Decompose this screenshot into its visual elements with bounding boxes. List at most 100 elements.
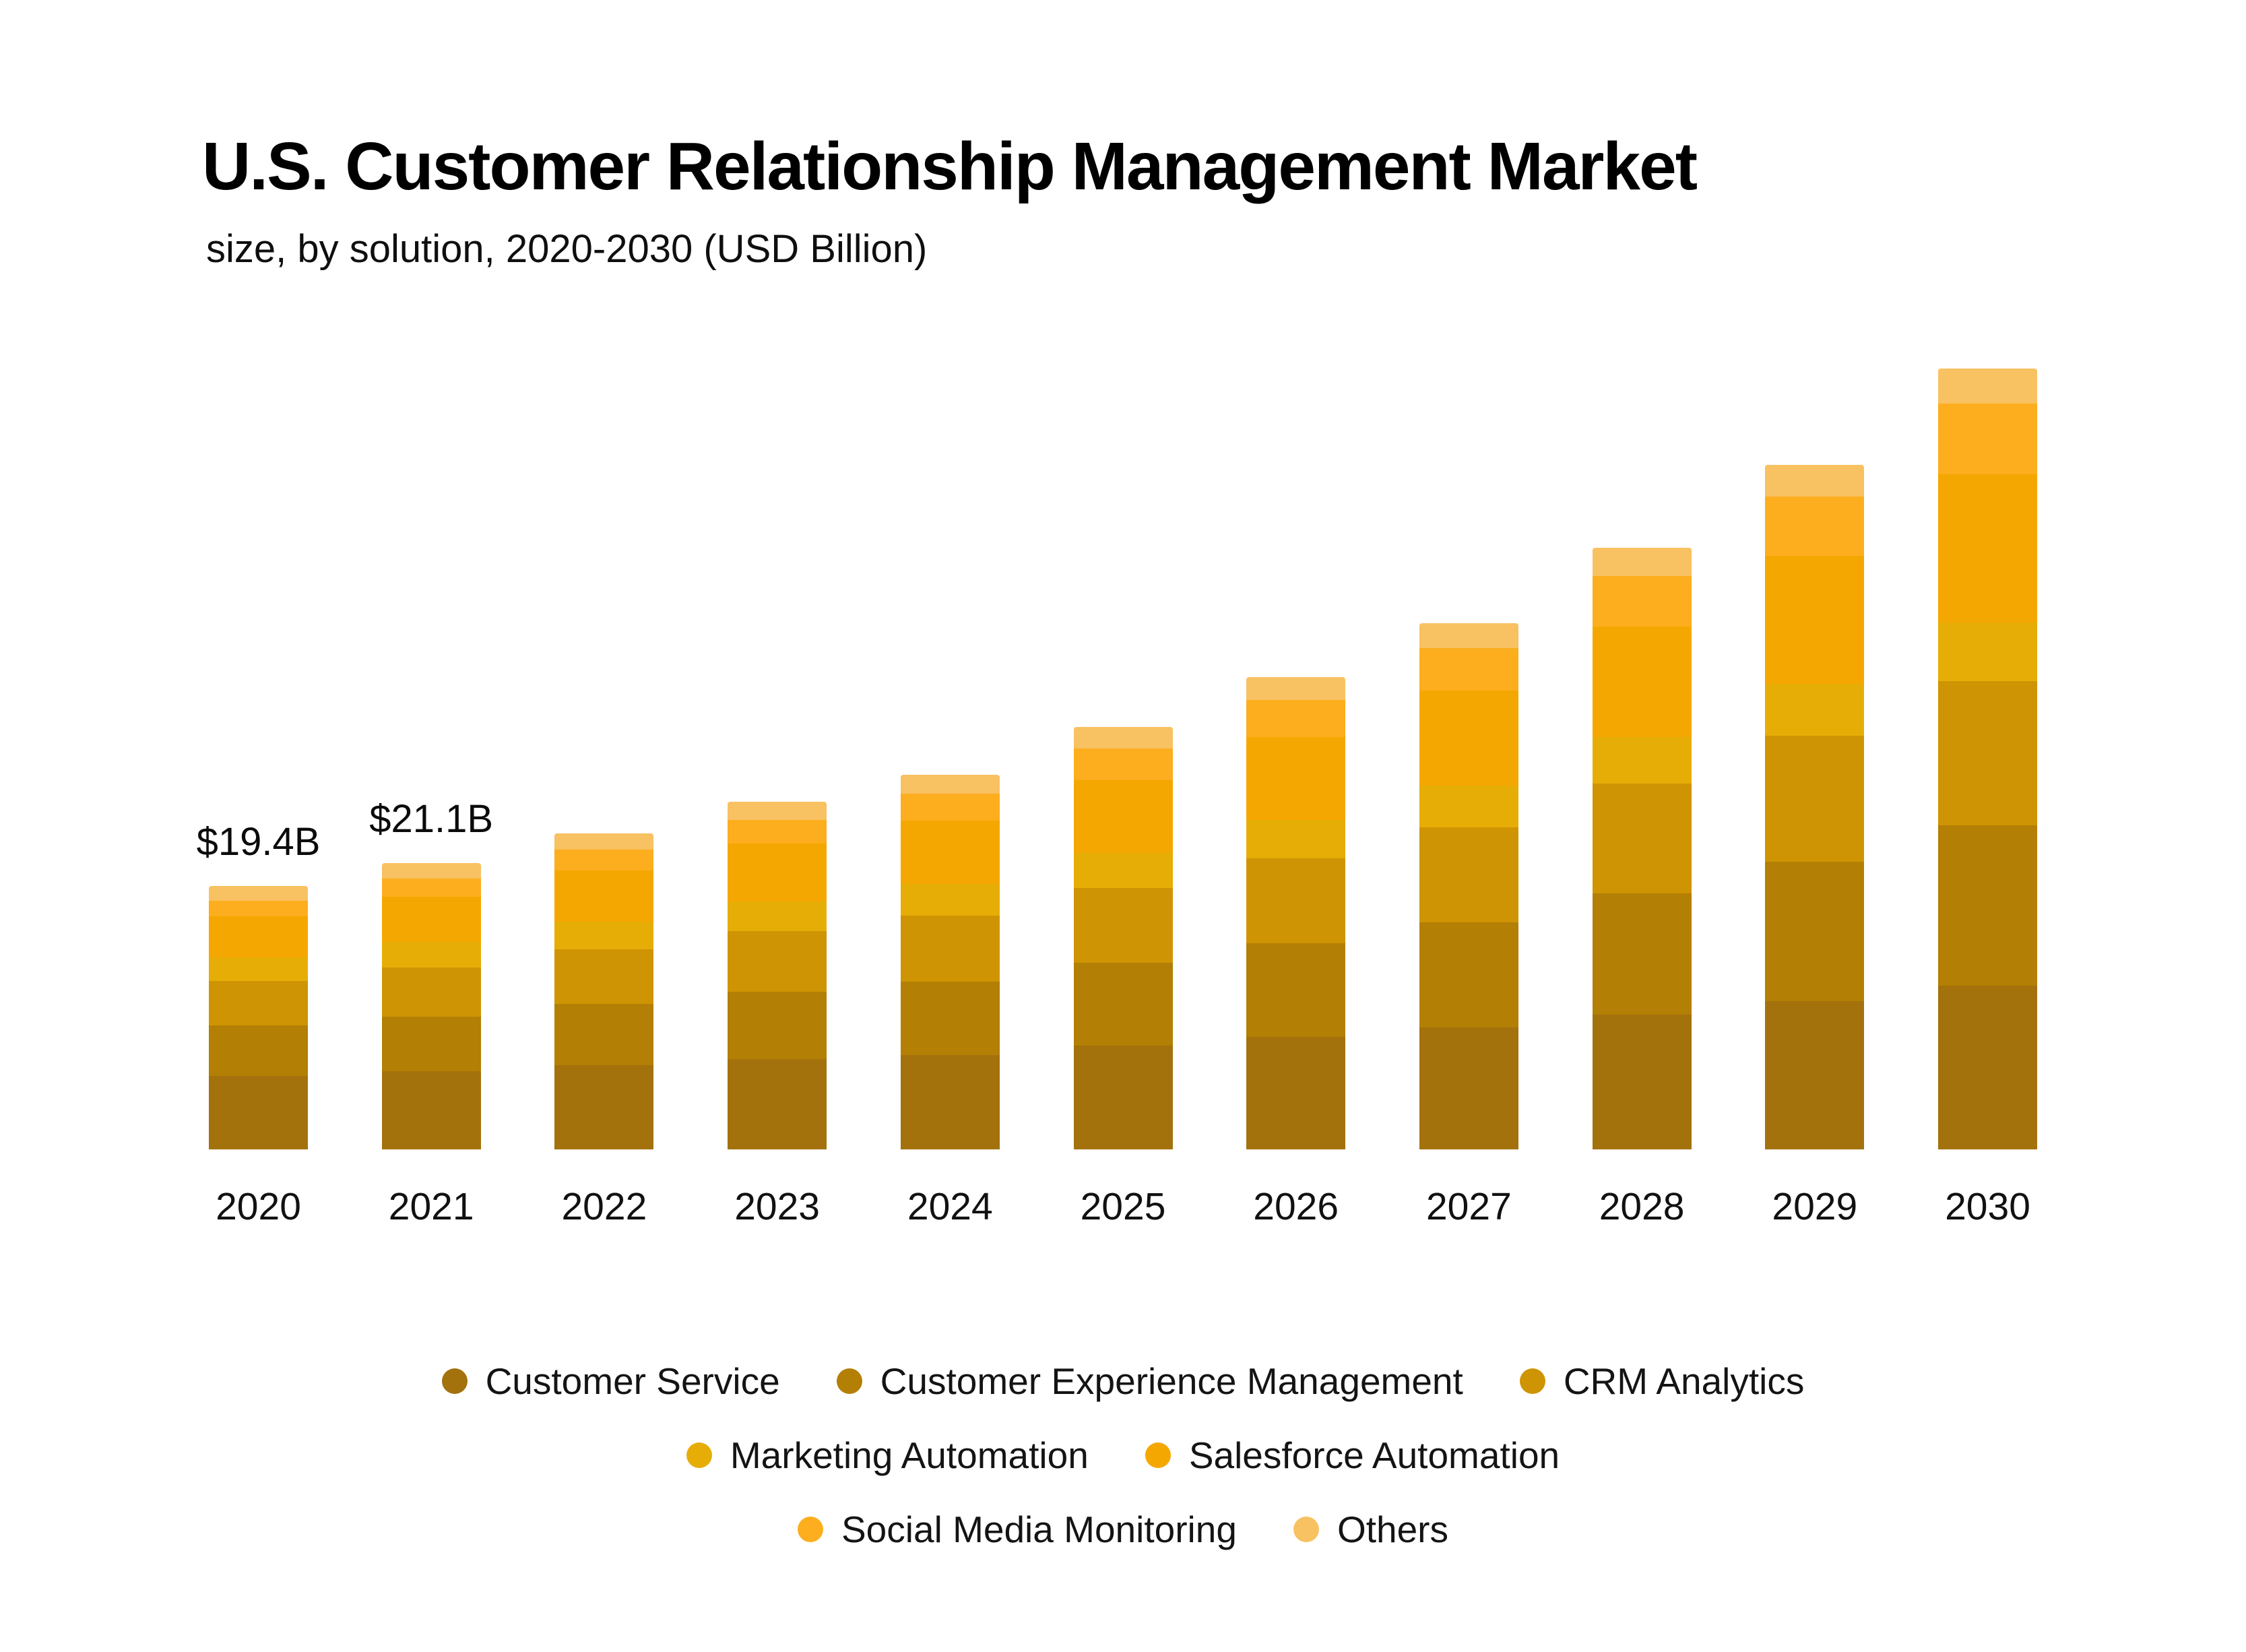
x-tick-label: 2025: [1080, 1185, 1166, 1228]
segment-salesforce-automation: [381, 896, 481, 942]
segment-customer-service: [1419, 1027, 1518, 1149]
segment-others: [209, 885, 308, 901]
legend-label: Customer Experience Management: [880, 1360, 1463, 1402]
bar-value-label-2020: $19.4B: [196, 819, 321, 864]
segment-others: [1938, 369, 2037, 404]
legend-row: Customer Service Customer Experience Mana…: [0, 1360, 2246, 1403]
segment-social-media-monitoring: [381, 878, 481, 897]
segment-crm-analytics: [209, 980, 308, 1026]
segment-social-media-monitoring: [1765, 497, 1865, 557]
legend-dot-icon: [1519, 1368, 1545, 1394]
legend: Customer Service Customer Experience Mana…: [0, 1360, 2246, 1551]
segment-marketing-automation: [1073, 852, 1173, 888]
segment-customer-service: [1938, 985, 2037, 1149]
legend-label: Salesforce Automation: [1188, 1434, 1560, 1476]
bar-2028: [1592, 548, 1692, 1149]
segment-customer-service: [554, 1065, 654, 1149]
segment-marketing-automation: [381, 941, 481, 967]
segment-salesforce-automation: [1073, 780, 1173, 853]
segment-crm-analytics: [1592, 784, 1692, 893]
segment-crm-analytics: [728, 931, 827, 992]
segment-others: [1246, 676, 1346, 701]
segment-crm-analytics: [1246, 858, 1346, 943]
segment-social-media-monitoring: [1419, 648, 1518, 691]
segment-social-media-monitoring: [1938, 404, 2037, 474]
segment-others: [728, 802, 827, 820]
legend-label: Customer Service: [485, 1360, 780, 1402]
bar-2023: [728, 802, 827, 1149]
legend-dot-icon: [836, 1368, 862, 1394]
segment-salesforce-automation: [1246, 736, 1346, 821]
x-tick-label: 2023: [734, 1185, 820, 1228]
bar-value-label-2021: $21.1B: [369, 796, 494, 841]
bar-2020: [209, 885, 308, 1149]
segment-social-media-monitoring: [554, 850, 654, 871]
segment-salesforce-automation: [1592, 627, 1692, 737]
legend-item: Salesforce Automation: [1145, 1434, 1560, 1477]
legend-row: Marketing Automation Salesforce Automatio…: [0, 1434, 2246, 1477]
segment-crm-analytics: [1765, 736, 1865, 862]
segment-salesforce-automation: [728, 844, 827, 901]
segment-customer-experience-management: [1765, 861, 1865, 1001]
segment-customer-experience-management: [728, 992, 827, 1060]
bar-2027: [1419, 623, 1518, 1149]
segment-customer-experience-management: [1073, 962, 1173, 1046]
segment-marketing-automation: [728, 901, 827, 931]
segment-customer-experience-management: [1419, 922, 1518, 1028]
segment-customer-service: [1592, 1015, 1692, 1149]
segment-customer-experience-management: [209, 1025, 308, 1076]
bar-2030: [1938, 369, 2037, 1149]
segment-social-media-monitoring: [1246, 700, 1346, 737]
x-tick-label: 2021: [388, 1185, 474, 1228]
segment-customer-service: [1765, 1000, 1865, 1149]
bar-2022: [554, 833, 654, 1149]
segment-others: [1073, 727, 1173, 749]
segment-others: [900, 774, 1000, 794]
legend-dot-icon: [1293, 1517, 1319, 1542]
segment-social-media-monitoring: [1592, 576, 1692, 627]
segment-marketing-automation: [209, 957, 308, 981]
chart-subtitle: size, by solution, 2020-2030 (USD Billio…: [206, 227, 928, 271]
legend-dot-icon: [686, 1442, 712, 1468]
segment-crm-analytics: [554, 949, 654, 1005]
x-tick-label: 2028: [1599, 1185, 1685, 1228]
x-tick-label: 2027: [1425, 1185, 1512, 1228]
segment-customer-experience-management: [1246, 943, 1346, 1038]
segment-customer-service: [381, 1071, 481, 1149]
bar-2029: [1765, 465, 1865, 1149]
bar-2026: [1246, 676, 1346, 1149]
legend-item: CRM Analytics: [1519, 1360, 1804, 1403]
segment-others: [1765, 465, 1865, 497]
x-tick-label: 2020: [216, 1185, 301, 1228]
legend-item: Customer Service: [441, 1360, 780, 1403]
segment-marketing-automation: [1246, 820, 1346, 859]
segment-salesforce-automation: [209, 916, 308, 957]
legend-label: Marketing Automation: [730, 1434, 1089, 1476]
legend-item: Customer Experience Management: [836, 1360, 1463, 1403]
segment-customer-service: [728, 1059, 827, 1149]
segment-social-media-monitoring: [728, 819, 827, 844]
segment-customer-service: [1246, 1037, 1346, 1149]
segment-customer-service: [1073, 1046, 1173, 1149]
segment-crm-analytics: [1073, 887, 1173, 963]
segment-customer-service: [209, 1075, 308, 1149]
segment-customer-experience-management: [554, 1004, 654, 1066]
legend-item: Social Media Monitoring: [797, 1508, 1237, 1551]
bar-2021: [381, 862, 481, 1149]
segment-salesforce-automation: [554, 870, 654, 922]
segment-crm-analytics: [1419, 827, 1518, 922]
segment-others: [554, 833, 654, 850]
segment-social-media-monitoring: [900, 794, 1000, 821]
segment-others: [1592, 548, 1692, 577]
segment-marketing-automation: [900, 884, 1000, 916]
x-tick-label: 2030: [1945, 1185, 2030, 1228]
legend-label: Others: [1337, 1508, 1448, 1550]
segment-marketing-automation: [1938, 622, 2037, 681]
segment-customer-experience-management: [900, 981, 1000, 1055]
legend-dot-icon: [1145, 1442, 1171, 1468]
segment-marketing-automation: [554, 922, 654, 950]
legend-item: Marketing Automation: [686, 1434, 1089, 1477]
bar-2025: [1073, 727, 1173, 1149]
